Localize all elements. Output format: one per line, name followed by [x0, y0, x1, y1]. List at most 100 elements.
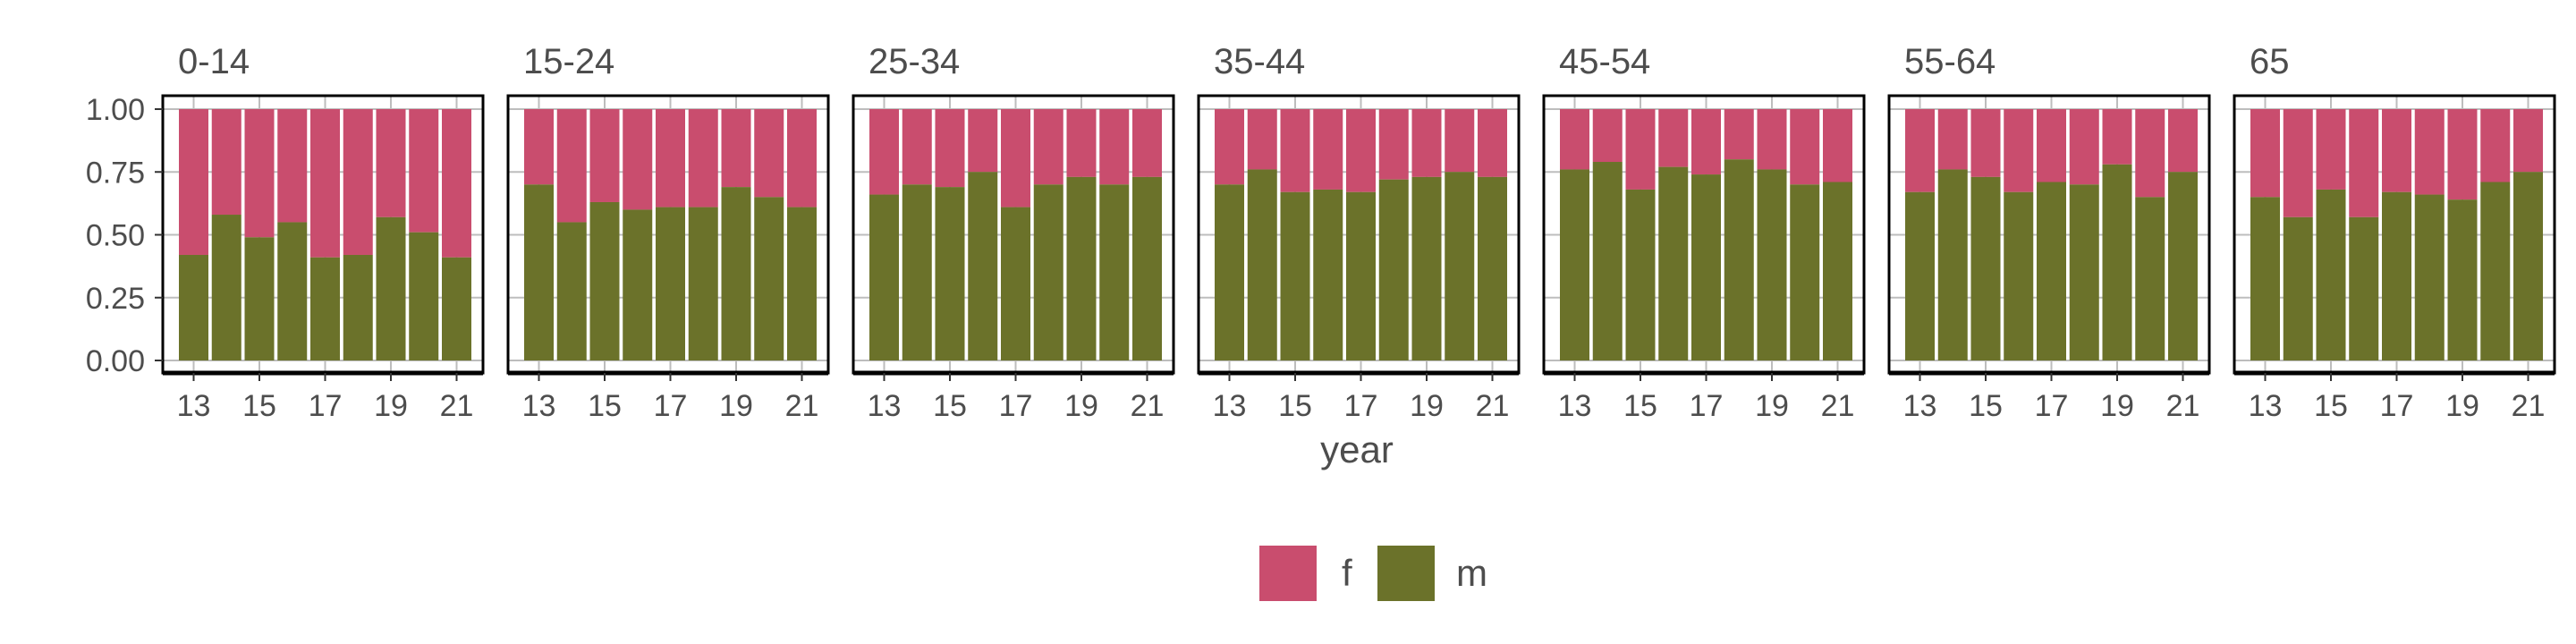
panel-0-14: 0-14 13 15 17 19 21 0.00 0.25 0.50 0.75 1.00 — [86, 42, 485, 423]
bar-m-17 — [1691, 174, 1721, 360]
bar-f-13 — [179, 109, 208, 255]
bar-f-18 — [2069, 109, 2099, 185]
bar-m-21 — [1478, 176, 1507, 360]
bar-f-20 — [2135, 109, 2165, 198]
x-tick-label: 17 — [309, 389, 343, 423]
bar-m-21 — [2168, 172, 2198, 360]
bar-m-17 — [310, 257, 340, 360]
bar-m-15 — [1280, 191, 1310, 360]
bar-f-18 — [343, 109, 373, 255]
x-tick-label: 17 — [2380, 389, 2414, 423]
bar-m-20 — [754, 197, 784, 360]
x-axis-title: year — [1320, 428, 1394, 470]
bar-f-20 — [409, 109, 439, 233]
bar-f-17 — [1346, 109, 1376, 192]
bar-f-21 — [2513, 109, 2543, 173]
bar-f-21 — [787, 109, 817, 208]
bar-f-20 — [1099, 109, 1130, 185]
bar-f-16 — [277, 109, 308, 223]
panel-35-44: 35-44 13 15 17 19 21 — [1197, 42, 1521, 423]
bar-m-18 — [343, 254, 373, 360]
panel-title: 55-64 — [1904, 42, 1996, 81]
bar-f-19 — [1757, 109, 1787, 170]
bar-f-16 — [1658, 109, 1689, 167]
panel-45-54: 45-54 13 15 17 19 21 — [1542, 42, 1866, 423]
bar-f-13 — [1905, 109, 1935, 192]
bar-m-19 — [1757, 169, 1787, 360]
x-tick-label: 17 — [2035, 389, 2069, 423]
bar-m-14 — [1592, 162, 1623, 360]
bar-f-17 — [1691, 109, 1721, 175]
x-tick-label: 13 — [177, 389, 211, 423]
x-tick-label: 13 — [2249, 389, 2283, 423]
bar-f-18 — [1724, 109, 1754, 160]
legend-label-m: m — [1456, 552, 1487, 594]
bar-m-19 — [2102, 164, 2132, 360]
bar-m-16 — [1658, 166, 1689, 360]
bar-m-17 — [2037, 182, 2066, 360]
bar-m-20 — [1099, 184, 1130, 360]
x-tick-label: 21 — [2512, 389, 2546, 423]
bar-m-19 — [1066, 176, 1097, 360]
x-tick-label: 13 — [1213, 389, 1247, 423]
panel-title: 15-24 — [523, 42, 614, 81]
bar-m-17 — [656, 207, 685, 360]
x-tick-label: 19 — [2100, 389, 2134, 423]
panel-25-34: 25-34 13 15 17 19 21 — [852, 42, 1175, 423]
bar-f-13 — [1215, 109, 1244, 185]
x-tick-label: 19 — [1410, 389, 1444, 423]
bar-f-20 — [1790, 109, 1820, 185]
x-tick-label: 17 — [1690, 389, 1724, 423]
bar-f-19 — [2447, 109, 2478, 200]
bar-m-18 — [1724, 159, 1754, 360]
bar-m-17 — [2382, 191, 2411, 360]
x-tick-label: 15 — [1278, 389, 1312, 423]
x-tick-label: 21 — [785, 389, 819, 423]
panel-title: 65 — [2250, 42, 2290, 81]
bar-m-16 — [2349, 216, 2379, 360]
bar-m-18 — [1033, 184, 1063, 360]
bar-m-19 — [721, 187, 751, 360]
bar-f-18 — [1033, 109, 1063, 185]
x-tick-label: 17 — [654, 389, 688, 423]
bar-f-16 — [623, 109, 653, 210]
bar-f-21 — [2168, 109, 2198, 173]
bar-m-14 — [556, 222, 587, 360]
x-tick-label: 15 — [1969, 389, 2003, 423]
bar-f-17 — [2037, 109, 2066, 182]
bar-m-20 — [409, 232, 439, 360]
x-tick-label: 19 — [2445, 389, 2479, 423]
bar-f-17 — [2382, 109, 2411, 192]
bar-f-21 — [1132, 109, 1162, 177]
bar-m-14 — [211, 215, 242, 360]
bar-f-18 — [1378, 109, 1409, 180]
bar-m-14 — [1247, 169, 1277, 360]
x-tick-label: 21 — [1476, 389, 1510, 423]
bar-f-14 — [902, 109, 932, 185]
bar-m-15 — [1970, 176, 2001, 360]
bar-f-16 — [2349, 109, 2379, 217]
bar-m-13 — [869, 194, 899, 360]
x-tick-label: 19 — [1755, 389, 1789, 423]
bar-f-17 — [310, 109, 340, 258]
bar-f-14 — [556, 109, 587, 223]
bar-f-15 — [2316, 109, 2346, 190]
legend-key-f — [1259, 546, 1317, 601]
panel-title: 0-14 — [178, 42, 250, 81]
bar-f-19 — [721, 109, 751, 188]
legend-label-f: f — [1342, 552, 1352, 594]
bar-m-15 — [1625, 189, 1656, 360]
bar-m-21 — [787, 207, 817, 360]
bar-m-21 — [2513, 172, 2543, 360]
panel-title: 45-54 — [1559, 42, 1650, 81]
bar-f-20 — [754, 109, 784, 198]
bar-m-13 — [2250, 197, 2280, 360]
bar-f-21 — [442, 109, 471, 258]
bar-f-15 — [1280, 109, 1310, 192]
bar-m-15 — [589, 201, 620, 360]
bar-f-13 — [524, 109, 554, 185]
bar-f-18 — [2414, 109, 2445, 195]
panel-55-64: 55-64 13 15 17 19 21 — [1887, 42, 2211, 423]
